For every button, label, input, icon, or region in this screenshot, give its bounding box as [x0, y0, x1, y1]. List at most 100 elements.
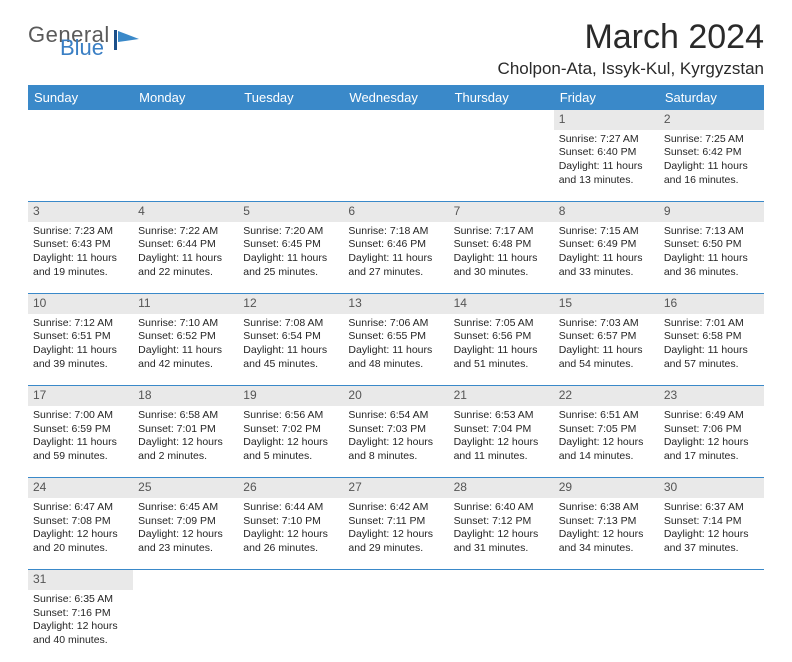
daylight-text: and 22 minutes.: [138, 266, 233, 280]
daynum-row: 10111213141516: [28, 294, 764, 314]
day-cell: Sunrise: 7:03 AMSunset: 6:57 PMDaylight:…: [554, 314, 659, 386]
sunset-text: Sunset: 6:40 PM: [559, 146, 654, 160]
day-number: 12: [238, 294, 343, 314]
day-cell: Sunrise: 7:05 AMSunset: 6:56 PMDaylight:…: [449, 314, 554, 386]
daylight-text: and 25 minutes.: [243, 266, 338, 280]
daylight-text: Daylight: 11 hours: [33, 436, 128, 450]
sunrise-text: Sunrise: 6:47 AM: [33, 501, 128, 515]
day-cell: [133, 590, 238, 662]
day-cell: [659, 590, 764, 662]
day-cell: Sunrise: 6:58 AMSunset: 7:01 PMDaylight:…: [133, 406, 238, 478]
day-number: [449, 570, 554, 590]
day-number: 22: [554, 386, 659, 406]
day-number: 14: [449, 294, 554, 314]
sunrise-text: Sunrise: 6:35 AM: [33, 593, 128, 607]
daylight-text: Daylight: 12 hours: [664, 528, 759, 542]
day-number: 18: [133, 386, 238, 406]
daylight-text: Daylight: 11 hours: [243, 344, 338, 358]
sunrise-text: Sunrise: 7:06 AM: [348, 317, 443, 331]
day-cell: Sunrise: 7:00 AMSunset: 6:59 PMDaylight:…: [28, 406, 133, 478]
day-cell: Sunrise: 7:12 AMSunset: 6:51 PMDaylight:…: [28, 314, 133, 386]
day-cell: [449, 130, 554, 202]
daylight-text: Daylight: 11 hours: [138, 344, 233, 358]
logo: General Blue: [28, 26, 141, 57]
sunset-text: Sunset: 6:50 PM: [664, 238, 759, 252]
day-number: [28, 110, 133, 130]
day-number: 5: [238, 202, 343, 222]
day-cell: Sunrise: 7:27 AMSunset: 6:40 PMDaylight:…: [554, 130, 659, 202]
sunset-text: Sunset: 7:12 PM: [454, 515, 549, 529]
day-number: 25: [133, 478, 238, 498]
day-cell: [133, 130, 238, 202]
daylight-text: Daylight: 11 hours: [454, 252, 549, 266]
sunset-text: Sunset: 6:51 PM: [33, 330, 128, 344]
sunrise-text: Sunrise: 7:17 AM: [454, 225, 549, 239]
daylight-text: and 16 minutes.: [664, 174, 759, 188]
day-cell: Sunrise: 6:47 AMSunset: 7:08 PMDaylight:…: [28, 498, 133, 570]
sunrise-text: Sunrise: 6:53 AM: [454, 409, 549, 423]
daylight-text: Daylight: 12 hours: [243, 436, 338, 450]
sunset-text: Sunset: 7:05 PM: [559, 423, 654, 437]
sunset-text: Sunset: 6:52 PM: [138, 330, 233, 344]
sunset-text: Sunset: 7:16 PM: [33, 607, 128, 621]
day-cell: Sunrise: 6:37 AMSunset: 7:14 PMDaylight:…: [659, 498, 764, 570]
daylight-text: and 20 minutes.: [33, 542, 128, 556]
sunrise-text: Sunrise: 7:05 AM: [454, 317, 549, 331]
day-number: 31: [28, 570, 133, 590]
day-cell: Sunrise: 6:44 AMSunset: 7:10 PMDaylight:…: [238, 498, 343, 570]
weekday-header: Wednesday: [343, 85, 448, 110]
day-cell: Sunrise: 7:06 AMSunset: 6:55 PMDaylight:…: [343, 314, 448, 386]
daylight-text: and 19 minutes.: [33, 266, 128, 280]
day-cell: Sunrise: 6:42 AMSunset: 7:11 PMDaylight:…: [343, 498, 448, 570]
daylight-text: and 17 minutes.: [664, 450, 759, 464]
daylight-text: and 2 minutes.: [138, 450, 233, 464]
weekday-header: Tuesday: [238, 85, 343, 110]
daylight-text: Daylight: 11 hours: [664, 160, 759, 174]
sunrise-text: Sunrise: 7:01 AM: [664, 317, 759, 331]
day-number: 23: [659, 386, 764, 406]
day-number: [133, 570, 238, 590]
sunset-text: Sunset: 7:02 PM: [243, 423, 338, 437]
daylight-text: Daylight: 11 hours: [138, 252, 233, 266]
day-cell: Sunrise: 6:35 AMSunset: 7:16 PMDaylight:…: [28, 590, 133, 662]
day-number: 17: [28, 386, 133, 406]
daylight-text: Daylight: 11 hours: [559, 344, 654, 358]
daylight-text: and 33 minutes.: [559, 266, 654, 280]
weekday-header: Monday: [133, 85, 238, 110]
sunset-text: Sunset: 7:06 PM: [664, 423, 759, 437]
flag-icon: [113, 28, 141, 57]
daylight-text: and 29 minutes.: [348, 542, 443, 556]
sunrise-text: Sunrise: 6:40 AM: [454, 501, 549, 515]
day-cell: Sunrise: 6:45 AMSunset: 7:09 PMDaylight:…: [133, 498, 238, 570]
daylight-text: and 5 minutes.: [243, 450, 338, 464]
day-number: 10: [28, 294, 133, 314]
day-cell: [554, 590, 659, 662]
day-cell: Sunrise: 7:01 AMSunset: 6:58 PMDaylight:…: [659, 314, 764, 386]
daylight-text: Daylight: 11 hours: [348, 252, 443, 266]
sunrise-text: Sunrise: 7:08 AM: [243, 317, 338, 331]
daynum-row: 17181920212223: [28, 386, 764, 406]
daylight-text: Daylight: 12 hours: [138, 528, 233, 542]
day-number: 9: [659, 202, 764, 222]
sunrise-text: Sunrise: 6:49 AM: [664, 409, 759, 423]
sunrise-text: Sunrise: 6:44 AM: [243, 501, 338, 515]
day-number: 20: [343, 386, 448, 406]
logo-text: General Blue: [28, 26, 110, 57]
content-row: Sunrise: 6:35 AMSunset: 7:16 PMDaylight:…: [28, 590, 764, 662]
daylight-text: and 42 minutes.: [138, 358, 233, 372]
daylight-text: Daylight: 12 hours: [138, 436, 233, 450]
daylight-text: and 11 minutes.: [454, 450, 549, 464]
day-number: 24: [28, 478, 133, 498]
daylight-text: and 23 minutes.: [138, 542, 233, 556]
daylight-text: and 37 minutes.: [664, 542, 759, 556]
sunrise-text: Sunrise: 7:25 AM: [664, 133, 759, 147]
day-number: 29: [554, 478, 659, 498]
day-cell: Sunrise: 6:53 AMSunset: 7:04 PMDaylight:…: [449, 406, 554, 478]
weekday-header: Thursday: [449, 85, 554, 110]
day-number: [554, 570, 659, 590]
day-number: 27: [343, 478, 448, 498]
daynum-row: 24252627282930: [28, 478, 764, 498]
day-number: 4: [133, 202, 238, 222]
day-number: 30: [659, 478, 764, 498]
daynum-row: 3456789: [28, 202, 764, 222]
